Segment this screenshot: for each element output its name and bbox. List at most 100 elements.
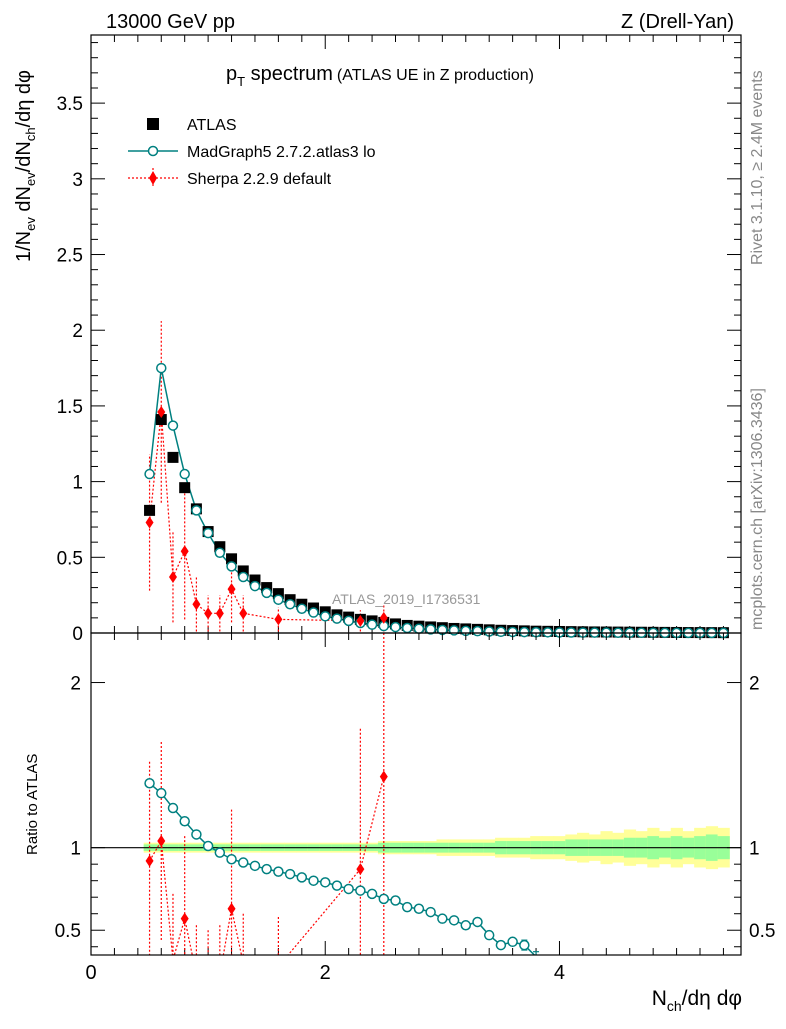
ratio-clipped-group (144, 633, 540, 955)
sherpa-main-point (145, 516, 154, 529)
sherpa-ratio-point (157, 835, 166, 848)
legend-madgraph-label: MadGraph5 2.7.2.atlas3 lo (187, 144, 376, 161)
legend-atlas-label: ATLAS (187, 117, 237, 134)
madgraph-ratio-point (261, 863, 272, 875)
atlas-data-point (261, 582, 273, 594)
ratio-panel-frame (90, 632, 742, 956)
atlas-data-point (167, 451, 179, 463)
analysis-watermark: ATLAS_2019_I1736531 (332, 591, 481, 607)
ratio-y-tick-label-right: 1 (749, 839, 760, 860)
madgraph-ratio-point (296, 872, 308, 883)
madgraph-ratio-point (425, 906, 436, 918)
main-y-axis-label: 1/Nev dNev/dNch/dη dφ (13, 70, 38, 262)
sherpa-main-point (227, 583, 236, 596)
sherpa-main-point (168, 570, 177, 583)
sherpa-ratio-point (379, 770, 388, 783)
madgraph-main-point (472, 625, 483, 637)
x-axis-label: Nch/dη dφ (652, 987, 742, 1014)
madgraph-main-point (366, 619, 378, 630)
main-y-tick-label: 1 (72, 473, 83, 494)
ratio-y-tick-label-left: 2 (70, 674, 81, 695)
main-y-tick-label: 3.5 (57, 94, 83, 115)
sherpa-main-point (215, 607, 224, 620)
madgraph-ratio-point (273, 866, 284, 877)
main-y-tick-label: 2 (72, 321, 83, 342)
madgraph-ratio-point (226, 853, 237, 865)
legend-atlas-marker (147, 118, 159, 130)
ratio-panel-plot (144, 633, 540, 955)
sherpa-main-point (180, 545, 189, 558)
ratio-y-tick-label-right: 2 (749, 674, 760, 695)
main-y-tick-label: 0.5 (57, 548, 83, 569)
madgraph-ratio-point (507, 936, 518, 948)
madgraph-ratio-point (179, 815, 190, 827)
madgraph-main-point (308, 607, 319, 618)
sherpa-main-point (356, 614, 365, 627)
ratio-y-axis-label: Ratio to ATLAS (24, 754, 41, 855)
madgraph-main-point (319, 611, 331, 622)
madgraph-ratio-point (249, 860, 261, 872)
madgraph-main-point (261, 587, 272, 599)
madgraph-ratio-point (366, 888, 378, 900)
madgraph-main-point (495, 626, 507, 638)
madgraph-ratio-point (401, 901, 413, 913)
header-process: Z (Drell-Yan) (621, 11, 734, 33)
madgraph-ratio-point (472, 916, 483, 928)
madgraph-ratio-point (378, 893, 390, 905)
madgraph-main-point (191, 505, 202, 516)
main-y-tick-label: 2.5 (57, 246, 83, 267)
sherpa-main-point (192, 598, 201, 611)
main-y-tick-label: 1.5 (57, 397, 83, 418)
main-y-tick-label: 0 (72, 624, 83, 645)
madgraph-main-point (226, 561, 237, 572)
sherpa-main-point (239, 607, 248, 620)
madgraph-main-point (214, 547, 226, 559)
madgraph-ratio-point (144, 778, 155, 789)
atlas-data-point (272, 588, 284, 600)
madgraph-ratio-point (191, 829, 202, 840)
madgraph-main-point (144, 468, 155, 480)
madgraph-main-point (343, 615, 354, 627)
madgraph-main-point (249, 580, 261, 592)
sherpa-main-point (379, 611, 388, 624)
ratio-x-tick-label: 2 (320, 962, 331, 984)
atlas-data-point (144, 504, 156, 516)
madgraph-ratio-point (214, 847, 226, 858)
legend-sherpa-label: Sherpa 2.2.9 default (187, 171, 332, 188)
madgraph-ratio-point (437, 913, 448, 924)
atlas-data-point (226, 553, 238, 565)
madgraph-main-point (296, 603, 308, 615)
ratio-panel-ticks: 0.5 0.5 1 1 2 2 0 2 4 (55, 633, 775, 984)
madgraph-ratio-point (238, 857, 249, 868)
legend: ATLAS MadGraph5 2.7.2.atlas3 lo Sherpa 2… (128, 117, 376, 188)
madgraph-ratio-point (167, 802, 179, 814)
chart-title: pT spectrum (ATLAS UE in Z production) (226, 63, 534, 89)
madgraph-ratio-point (390, 895, 401, 906)
madgraph-main-point (401, 622, 413, 634)
atlas-data-point (214, 541, 226, 553)
madgraph-main-point (390, 621, 401, 633)
atlas-data-point (237, 565, 249, 577)
sherpa-main-point (157, 405, 166, 418)
madgraph-main-point (156, 362, 167, 374)
madgraph-ratio-point (343, 883, 354, 895)
madgraph-ratio-point (319, 877, 331, 888)
sherpa-main-line (148, 411, 384, 622)
ratio-x-tick-label: 0 (85, 962, 96, 984)
madgraph-main-point (273, 594, 284, 605)
atlas-data-point (249, 574, 261, 586)
sherpa-main-point (274, 613, 283, 626)
legend-sherpa-marker (149, 171, 157, 185)
sherpa-ratio-point (180, 912, 189, 925)
madgraph-ratio-point (202, 840, 214, 852)
madgraph-ratio-point (156, 787, 167, 799)
madgraph-main-point (331, 613, 343, 624)
madgraph-ratio-point (413, 903, 425, 915)
madgraph-ratio-line (149, 782, 536, 955)
madgraph-ratio-point (308, 875, 319, 886)
sherpa-ratio-point (356, 863, 365, 876)
header-energy: 13000 GeV pp (106, 11, 235, 33)
ratio-y-tick-label-left: 0.5 (55, 921, 81, 942)
ratio-y-tick-label-right: 0.5 (749, 921, 775, 942)
